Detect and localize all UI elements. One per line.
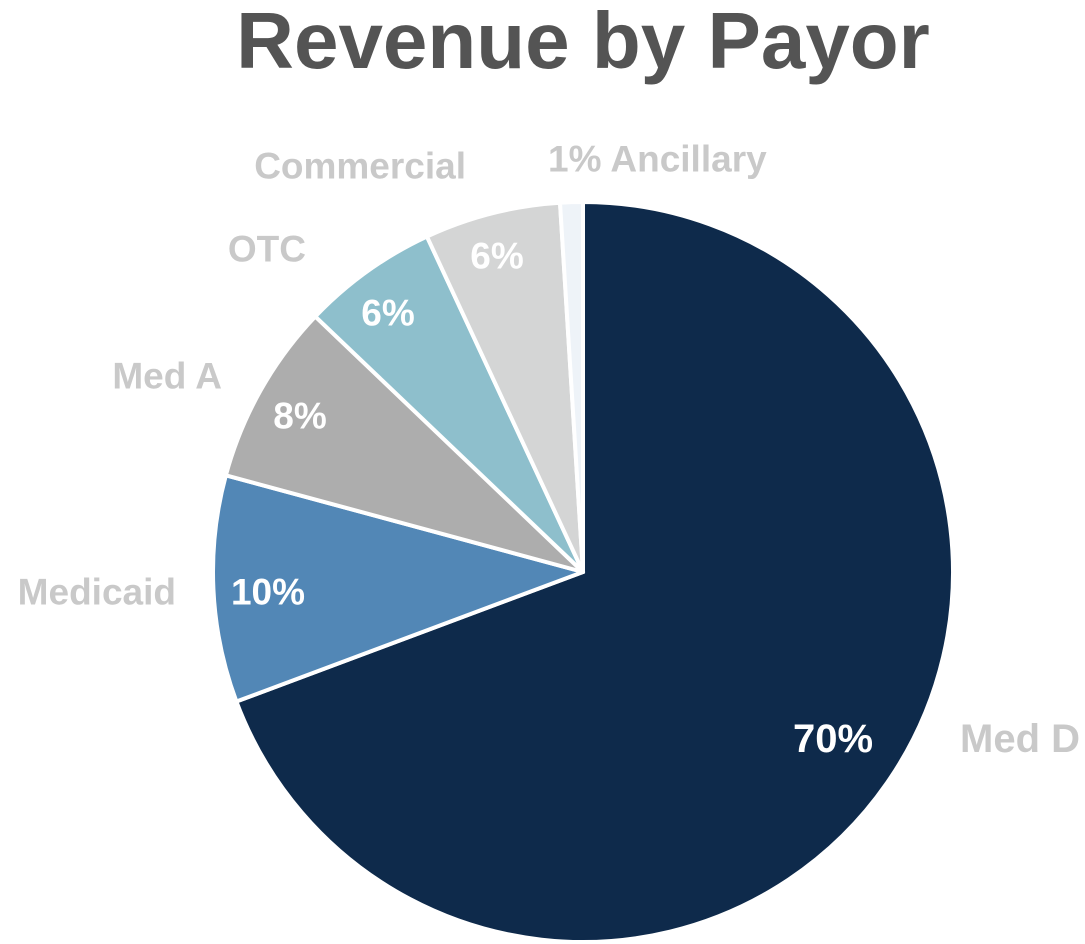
pie-slice-med-d — [234, 200, 955, 944]
pie-slice-otc — [313, 234, 585, 574]
pie-slice-ancillary — [558, 200, 585, 574]
percentage-labels: 70% 10% 8% 6% 6% — [231, 236, 873, 762]
pie-slice-medicaid — [211, 473, 585, 704]
slice-category-label-medicaid: Medicaid — [18, 572, 176, 613]
slice-category-label-otc: OTC — [228, 229, 306, 270]
pie-slice-med-a — [223, 314, 585, 574]
category-labels: Med D Medicaid Med A OTC Commercial 1% Ancill… — [18, 139, 1080, 762]
chart-title: Revenue by Payor — [236, 0, 930, 85]
slice-category-label-med-d: Med D — [960, 717, 1080, 761]
slice-percent-label-med-a: 8% — [273, 396, 326, 437]
pie-slice-commercial — [424, 200, 585, 574]
slice-category-label-ancillary: 1% Ancillary — [548, 139, 767, 180]
slice-percent-label-otc: 6% — [361, 293, 414, 334]
pie-slices — [211, 200, 955, 944]
slice-percent-label-med-d: 70% — [793, 717, 873, 761]
slice-category-label-commercial: Commercial — [254, 146, 466, 187]
slice-percent-label-medicaid: 10% — [231, 572, 305, 613]
slice-category-label-med-a: Med A — [112, 356, 222, 397]
slice-percent-label-commercial: 6% — [470, 236, 523, 277]
